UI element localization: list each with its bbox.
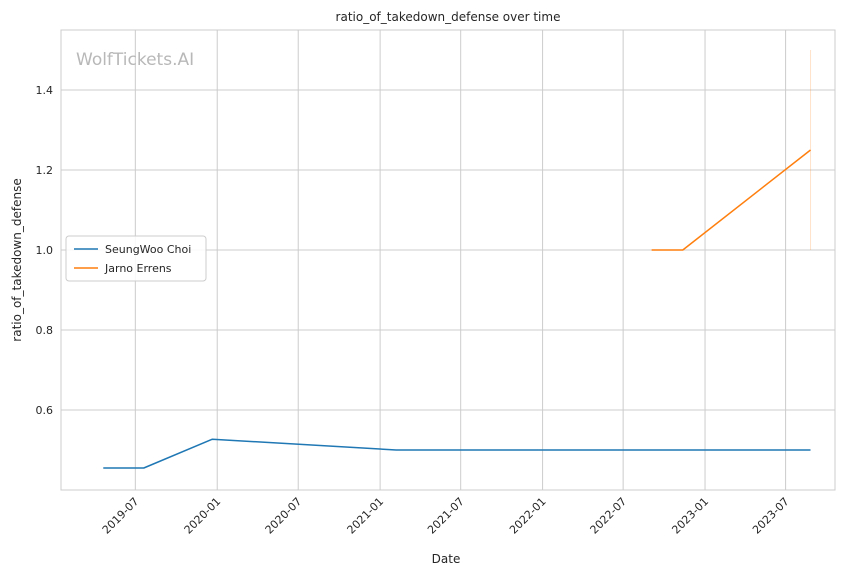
chart-title: ratio_of_takedown_defense over time bbox=[336, 10, 561, 24]
y-tick-label: 1.2 bbox=[36, 164, 54, 177]
y-axis: 0.6 0.8 1.0 1.2 1.4 bbox=[36, 84, 54, 417]
watermark: WolfTickets.AI bbox=[76, 50, 194, 70]
series-line-seungwoo-choi bbox=[103, 438, 811, 469]
y-tick-label: 0.6 bbox=[36, 404, 54, 417]
legend-box bbox=[65, 235, 207, 282]
legend: SeungWoo Choi Jarno Errens bbox=[65, 235, 207, 282]
y-tick-label: 1.0 bbox=[36, 244, 54, 257]
series-layer bbox=[103, 50, 812, 469]
legend-label-seungwoo-choi: SeungWoo Choi bbox=[105, 243, 191, 256]
x-axis-title: Date bbox=[432, 552, 461, 566]
plot-frame bbox=[60, 29, 836, 491]
series-line-jarno-errens bbox=[651, 149, 811, 251]
grid bbox=[61, 30, 835, 490]
y-tick-label: 1.4 bbox=[36, 84, 54, 97]
legend-label-jarno-errens: Jarno Errens bbox=[104, 262, 172, 275]
y-tick-label: 0.8 bbox=[36, 324, 54, 337]
y-axis-title: ratio_of_takedown_defense bbox=[10, 178, 24, 341]
